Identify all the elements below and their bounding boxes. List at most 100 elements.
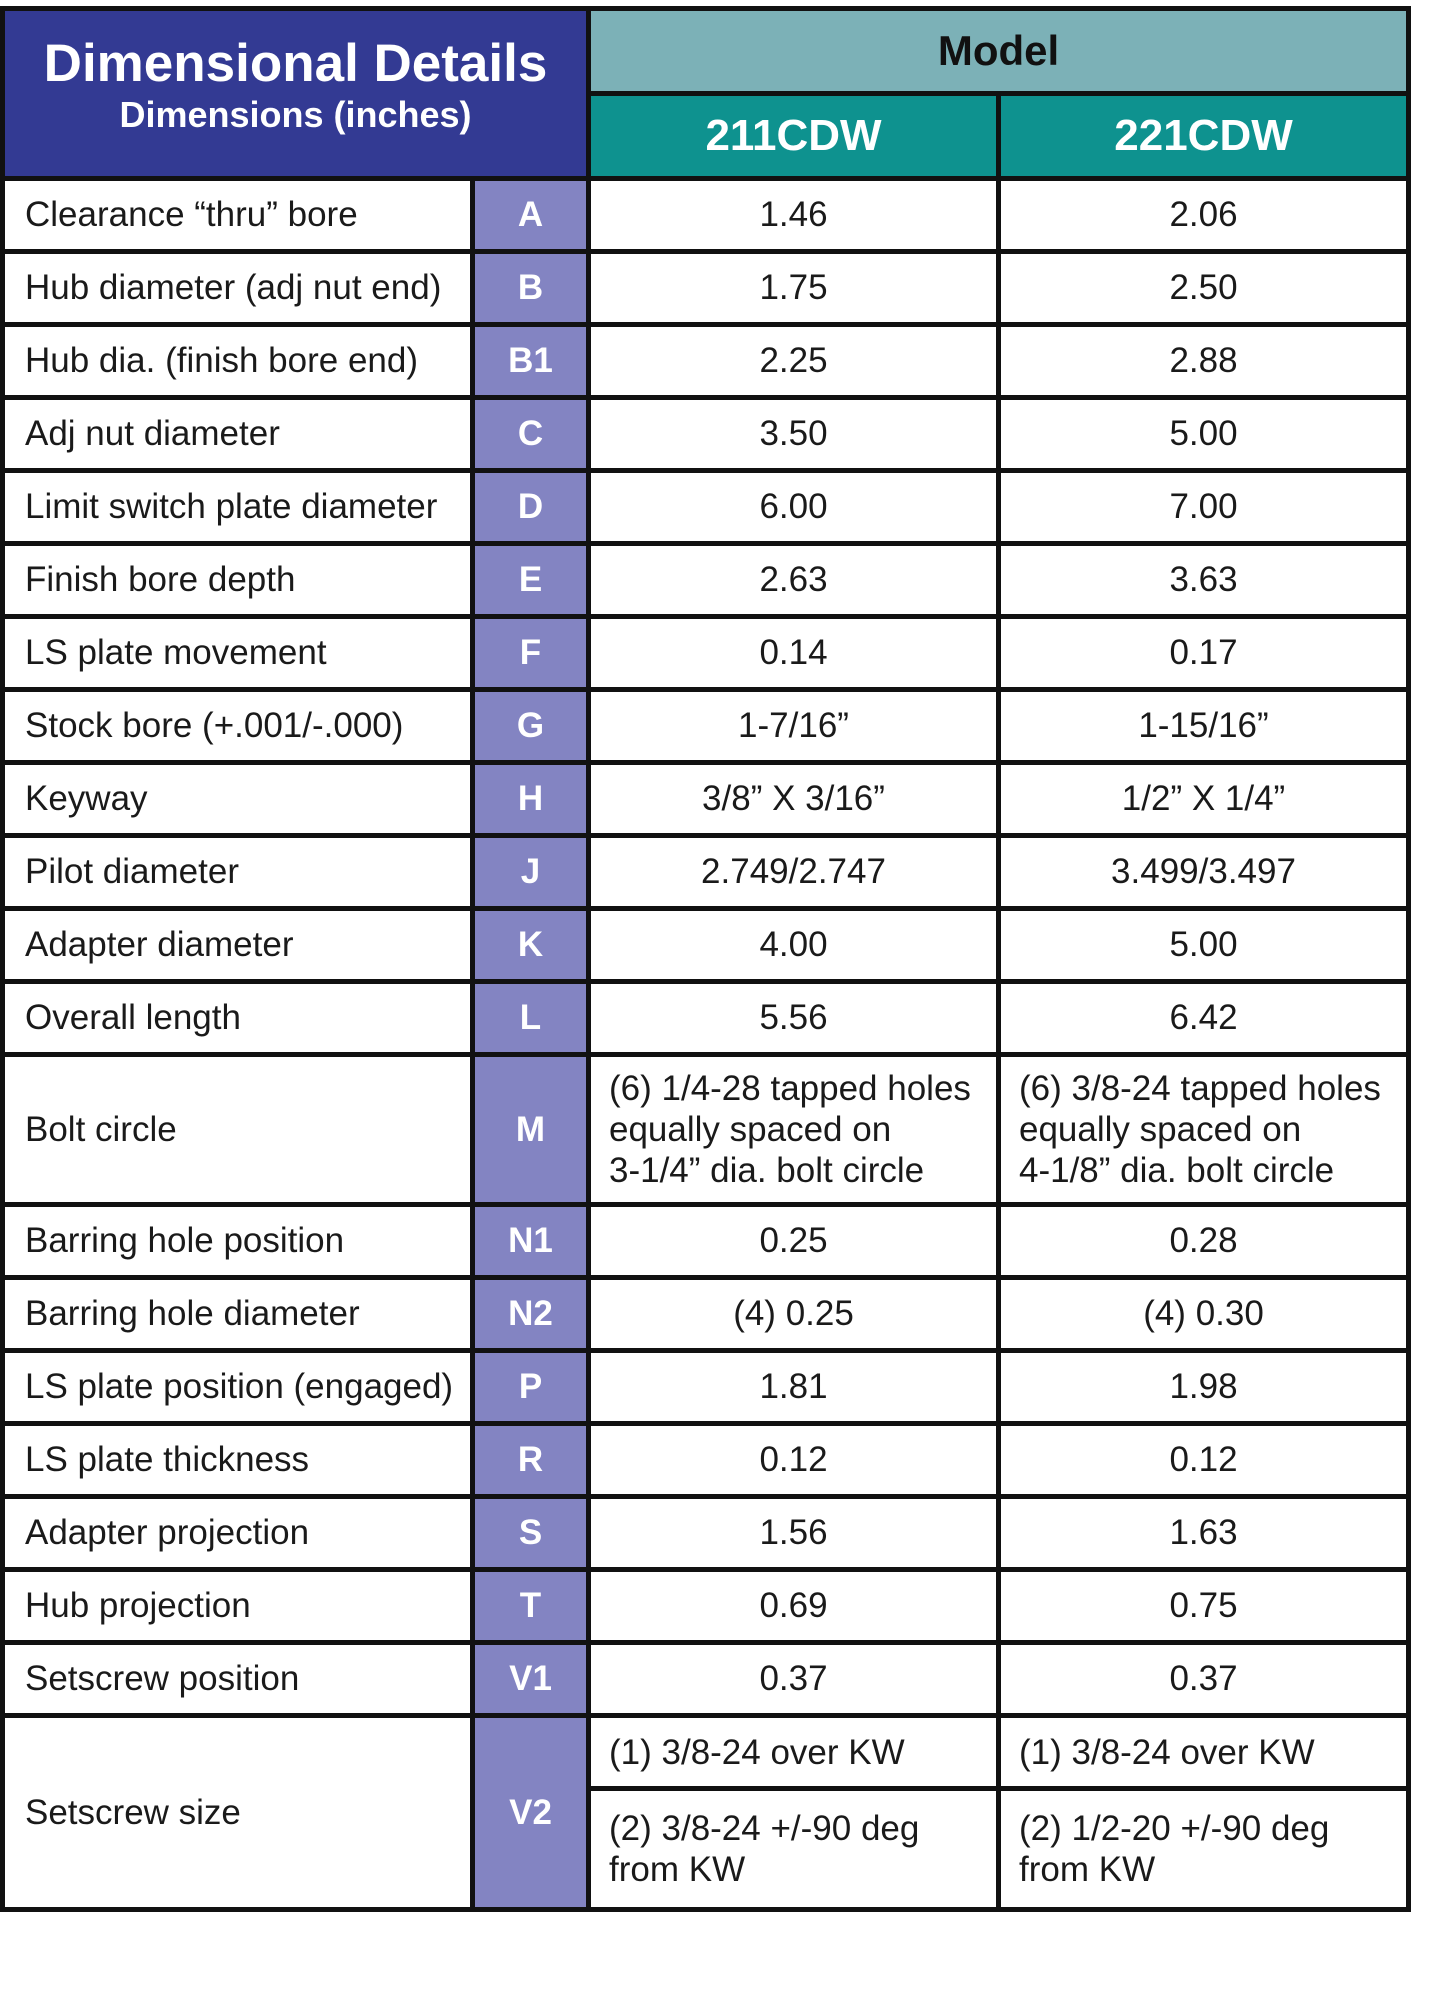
table-row: Setscrew position V1 0.37 0.37 [0,1640,1412,1718]
row-description: Adapter projection [0,1494,475,1572]
value-211cdw: 0.37 [586,1640,1001,1718]
cell-line: from KW [609,1850,746,1889]
row-description: Clearance “thru” bore [0,176,475,254]
model-211cdw-header: 211CDW [586,91,1001,181]
value-211cdw: 0.25 [586,1202,1001,1280]
value-221cdw: 2.88 [995,322,1412,400]
row-description: Limit switch plate diameter [0,468,475,546]
value-221cdw: 5.00 [995,906,1412,984]
table-row: Hub projection T 0.69 0.75 [0,1567,1412,1645]
table-row: Clearance “thru” bore A 1.46 2.06 [0,176,1412,254]
table-row: Barring hole diameter N2 (4) 0.25 (4) 0.30 [0,1275,1412,1353]
row-description: Adapter diameter [0,906,475,984]
value-211cdw: 3.50 [586,395,1001,473]
table-row: LS plate movement F 0.14 0.17 [0,614,1412,692]
value-221cdw: 0.12 [995,1421,1412,1499]
row-code: F [470,614,591,692]
value-221cdw: 2.50 [995,249,1412,327]
cell-line: (2) 3/8-24 +/-90 deg [609,1809,920,1848]
dimensional-details-table: Dimensional Details Dimensions (inches) … [0,6,1412,1912]
cell-line: (2) 1/2-20 +/-90 deg [1019,1809,1330,1848]
row-description: LS plate movement [0,614,475,692]
table-row: Bolt circle M (6) 1/4-28 tapped holes equal… [0,1052,1412,1207]
row-code: N2 [470,1275,591,1353]
value-221cdw: 1.63 [995,1494,1412,1572]
table-row: Barring hole position N1 0.25 0.28 [0,1202,1412,1280]
value-211cdw: 5.56 [586,979,1001,1057]
value-221cdw: (2) 1/2-20 +/-90 deg from KW [995,1786,1412,1912]
value-211cdw: (1) 3/8-24 over KW [586,1713,1001,1791]
row-description: Finish bore depth [0,541,475,619]
row-code: B1 [470,322,591,400]
value-211cdw: 2.25 [586,322,1001,400]
table-row: Keyway H 3/8” X 3/16” 1/2” X 1/4” [0,760,1412,838]
row-code: N1 [470,1202,591,1280]
row-description: Hub dia. (finish bore end) [0,322,475,400]
value-221cdw: 0.75 [995,1567,1412,1645]
cell-line: (6) 1/4-28 tapped holes [609,1069,971,1108]
cell-line: (6) 3/8-24 tapped holes [1019,1069,1381,1108]
row-description: Barring hole position [0,1202,475,1280]
value-211cdw: 2.749/2.747 [586,833,1001,911]
value-221cdw: 7.00 [995,468,1412,546]
row-description: LS plate position (engaged) [0,1348,475,1426]
row-description: LS plate thickness [0,1421,475,1499]
row-code: T [470,1567,591,1645]
model-header: Model [585,6,1412,96]
table-row: Adapter projection S 1.56 1.63 [0,1494,1412,1572]
cell-line: 3-1/4” dia. bolt circle [609,1151,925,1190]
table-row: Stock bore (+.001/-.000) G 1-7/16” 1-15/16” [0,687,1412,765]
value-221cdw: 3.499/3.497 [995,833,1412,911]
value-221cdw: (4) 0.30 [995,1275,1412,1353]
row-code: V2 [470,1713,591,1912]
table-row: Adapter diameter K 4.00 5.00 [0,906,1412,984]
cell-line: from KW [1019,1850,1156,1889]
row-code: R [470,1421,591,1499]
row-code: J [470,833,591,911]
row-code: P [470,1348,591,1426]
value-221cdw: 1-15/16” [995,687,1412,765]
value-221cdw: 0.28 [995,1202,1412,1280]
value-211cdw: 0.12 [586,1421,1001,1499]
value-221cdw: 0.17 [995,614,1412,692]
row-description: Keyway [0,760,475,838]
value-211cdw: 1.81 [586,1348,1001,1426]
value-221cdw: (1) 3/8-24 over KW [995,1713,1412,1791]
value-221cdw: 2.06 [995,176,1412,254]
value-221cdw: 0.37 [995,1640,1412,1718]
row-code: D [470,468,591,546]
row-code: E [470,541,591,619]
row-description: Setscrew size [0,1713,475,1912]
table-title: Dimensional Details [43,33,548,93]
table-row: Pilot diameter J 2.749/2.747 3.499/3.497 [0,833,1412,911]
value-221cdw: 1.98 [995,1348,1412,1426]
table-title-cell: Dimensional Details Dimensions (inches) [0,6,591,181]
value-221cdw: 3.63 [995,541,1412,619]
table-row: LS plate position (engaged) P 1.81 1.98 [0,1348,1412,1426]
value-211cdw: 6.00 [586,468,1001,546]
row-code: B [470,249,591,327]
row-description: Pilot diameter [0,833,475,911]
row-code: S [470,1494,591,1572]
table-row: Overall length L 5.56 6.42 [0,979,1412,1057]
row-code: V1 [470,1640,591,1718]
value-211cdw: 3/8” X 3/16” [586,760,1001,838]
table-row: LS plate thickness R 0.12 0.12 [0,1421,1412,1499]
table-body: Clearance “thru” bore A 1.46 2.06 Hub diamet… [0,176,1412,1912]
model-221cdw-header: 221CDW [995,91,1412,181]
value-211cdw: 1-7/16” [586,687,1001,765]
value-211cdw: 1.75 [586,249,1001,327]
value-221cdw: 1/2” X 1/4” [995,760,1412,838]
table-row: (2) 3/8-24 +/-90 deg from KW (2) 1/2-20 +/… [3,1786,1412,1912]
value-221cdw: 5.00 [995,395,1412,473]
value-211cdw: (2) 3/8-24 +/-90 deg from KW [586,1786,1001,1912]
row-description: Hub diameter (adj nut end) [0,249,475,327]
value-211cdw: 4.00 [586,906,1001,984]
value-221cdw: 6.42 [995,979,1412,1057]
table-row: Hub dia. (finish bore end) B1 2.25 2.88 [0,322,1412,400]
table-row: Adj nut diameter C 3.50 5.00 [0,395,1412,473]
row-description: Hub projection [0,1567,475,1645]
row-code: K [470,906,591,984]
row-description: Barring hole diameter [0,1275,475,1353]
value-211cdw: 2.63 [586,541,1001,619]
